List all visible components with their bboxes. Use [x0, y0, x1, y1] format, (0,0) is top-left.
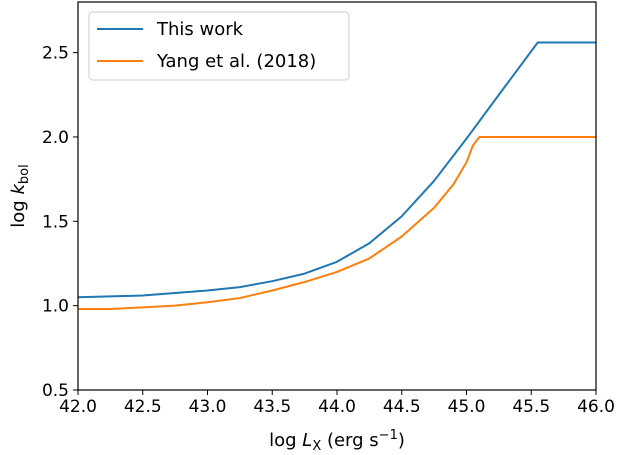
x-tick-label: 45.5 [512, 397, 550, 417]
x-axis-label-close: ) [398, 430, 405, 451]
legend-frame [88, 11, 350, 81]
x-tick-label: 44.0 [318, 397, 356, 417]
y-axis-label: log kbol [8, 164, 32, 227]
x-axis-label-unit: (erg s [321, 430, 378, 451]
x-axis-label-main: log [269, 430, 302, 451]
x-tick-label: 42.5 [124, 397, 162, 417]
legend: This work Yang et al. (2018) [88, 11, 350, 81]
x-tick-label: 45.0 [448, 397, 486, 417]
axis-ticks: 42.0 42.5 43.0 43.5 44.0 44.5 45.0 45.5 46.0 0.5 1… [42, 44, 615, 417]
x-axis-label-var: L [302, 430, 312, 451]
y-tick-label: 1.0 [42, 297, 69, 317]
y-tick-label: 2.5 [42, 44, 69, 64]
y-tick-label: 0.5 [42, 381, 69, 401]
x-tick-label: 46.0 [577, 397, 615, 417]
y-axis-label-sub: bol [17, 164, 32, 184]
x-tick-label: 43.0 [189, 397, 227, 417]
x-axis-label-sub: X [312, 439, 321, 454]
x-tick-label: 42.0 [59, 397, 97, 417]
y-tick-label: 2.0 [42, 128, 69, 148]
series-line-yang-et-al-2018 [78, 135, 596, 311]
series-lines [77, 41, 596, 311]
legend-label-this-work: This work [156, 19, 244, 40]
legend-label-yang-2018: Yang et al. (2018) [156, 51, 316, 72]
x-tick-label: 43.5 [253, 397, 291, 417]
x-tick-label: 44.5 [383, 397, 421, 417]
y-axis-label-var: k [8, 183, 29, 195]
y-tick-label: 1.5 [42, 212, 69, 232]
x-axis-label: log LX (erg s−1) [269, 428, 405, 454]
x-axis-label-sup: −1 [379, 428, 398, 443]
series-line-this-work [77, 41, 596, 299]
y-axis-label-main: log [8, 195, 29, 228]
